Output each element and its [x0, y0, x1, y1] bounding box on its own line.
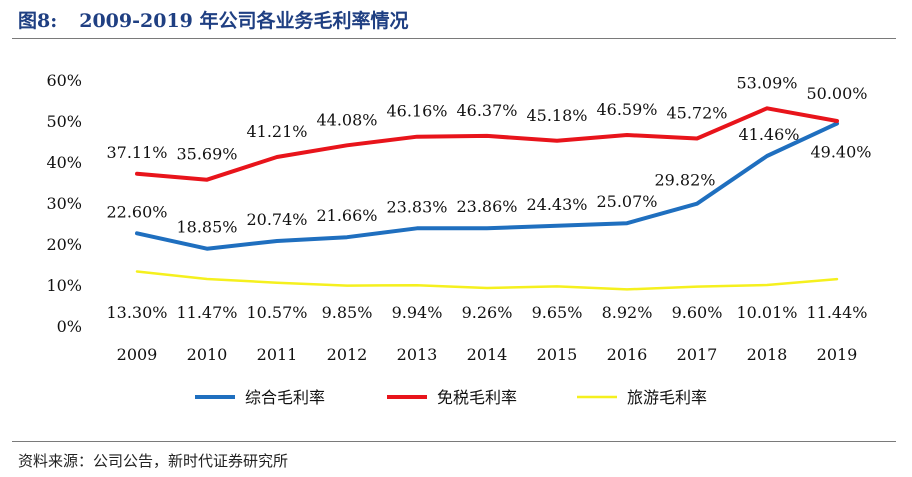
x-tick-label: 2013 — [397, 345, 438, 364]
overall-margin-label: 20.74% — [246, 210, 307, 229]
source-note: 资料来源：公司公告，新时代证券研究所 — [18, 452, 289, 470]
tourism-margin-label: 10.57% — [246, 303, 307, 322]
duty-free-margin-label: 35.69% — [176, 145, 237, 164]
overall-margin-label: 22.60% — [106, 202, 167, 221]
legend-duty-free-label: 免税毛利率 — [437, 388, 517, 407]
title-rule — [12, 38, 896, 39]
tourism-margin-label: 9.26% — [462, 303, 513, 322]
y-tick-label: 0% — [57, 317, 82, 336]
overall-margin-label: 29.82% — [654, 171, 715, 190]
overall-margin-label: 21.66% — [316, 206, 377, 225]
tourism-margin-label: 13.30% — [106, 303, 167, 322]
legend-overall-label: 综合毛利率 — [245, 388, 325, 407]
x-tick-label: 2014 — [467, 345, 508, 364]
y-tick-label: 20% — [46, 235, 82, 254]
overall-margin-label: 24.43% — [526, 195, 587, 214]
duty-free-margin-label: 50.00% — [806, 84, 867, 103]
duty-free-margin-label: 46.37% — [456, 101, 517, 120]
x-tick-label: 2016 — [607, 345, 648, 364]
x-tick-label: 2012 — [327, 345, 368, 364]
tourism-margin-label: 9.65% — [532, 303, 583, 322]
tourism-margin-label: 9.94% — [392, 303, 443, 322]
duty-free-margin-label: 46.59% — [596, 100, 657, 119]
x-tick-label: 2017 — [677, 345, 718, 364]
duty-free-margin-label: 45.18% — [526, 106, 587, 125]
x-tick-label: 2015 — [537, 345, 578, 364]
tourism-margin-label: 10.01% — [736, 303, 797, 322]
figure-title: 图8: 2009-2019 年公司各业务毛利率情况 — [18, 6, 431, 36]
duty-free-margin-label: 46.16% — [386, 102, 447, 121]
tourism-margin-label: 9.85% — [322, 303, 373, 322]
duty-free-margin-line — [135, 106, 839, 182]
tourism-margin-label: 8.92% — [602, 303, 653, 322]
duty-free-margin-label: 37.11% — [106, 143, 167, 162]
tourism-margin-label: 11.47% — [176, 303, 237, 322]
figure-title-text: 2009-2019 年公司各业务毛利率情况 — [79, 10, 409, 32]
tourism-margin-label: 11.44% — [806, 303, 867, 322]
x-tick-label: 2019 — [817, 345, 858, 364]
legend-tourism-label: 旅游毛利率 — [627, 388, 707, 407]
x-tick-label: 2009 — [117, 345, 158, 364]
tourism-margin-label: 9.60% — [672, 303, 723, 322]
figure-number: 图8: — [18, 10, 58, 32]
duty-free-margin-label: 53.09% — [736, 73, 797, 92]
overall-margin-label: 23.86% — [456, 197, 517, 216]
tourism-margin-line — [135, 270, 839, 291]
overall-margin-label: 23.83% — [386, 197, 447, 216]
y-tick-label: 10% — [46, 276, 82, 295]
y-tick-label: 50% — [46, 112, 82, 131]
x-tick-label: 2011 — [257, 345, 298, 364]
y-tick-label: 40% — [46, 153, 82, 172]
overall-margin-label: 25.07% — [596, 192, 657, 211]
y-tick-label: 30% — [46, 194, 82, 213]
overall-margin-label: 41.46% — [738, 125, 799, 144]
duty-free-margin-label: 41.21% — [246, 122, 307, 141]
duty-free-margin-label: 44.08% — [316, 110, 377, 129]
source-rule — [12, 441, 896, 442]
overall-margin-label: 49.40% — [810, 142, 871, 161]
overall-margin-label: 18.85% — [176, 218, 237, 237]
y-tick-label: 60% — [46, 71, 82, 90]
overall-margin-line — [135, 121, 839, 251]
duty-free-margin-label: 45.72% — [666, 104, 727, 123]
x-tick-label: 2018 — [747, 345, 788, 364]
x-tick-label: 2010 — [187, 345, 228, 364]
